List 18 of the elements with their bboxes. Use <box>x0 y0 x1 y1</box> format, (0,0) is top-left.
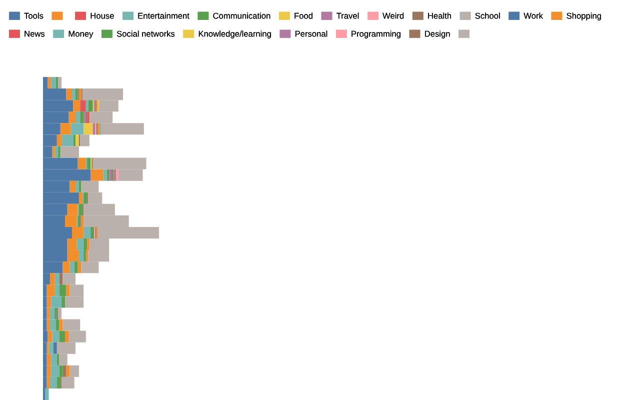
legend-label: Travel <box>336 12 359 19</box>
legend-label: Knowledge/learning <box>198 30 271 38</box>
legend-label: Design <box>425 30 450 38</box>
legend-label: Shopping <box>566 12 601 20</box>
legend-label: Social networks <box>116 30 175 37</box>
legend-label: Personal <box>295 30 328 37</box>
legend-label: Health <box>428 12 451 19</box>
legend-label: Communication <box>213 12 270 19</box>
legend-label: Tools <box>24 12 44 19</box>
legend-label: Entertainment <box>138 12 190 19</box>
legend-label: Food <box>294 12 312 19</box>
legend-label: Money <box>68 30 94 38</box>
legend-label: Programming <box>352 30 400 38</box>
legend-label: School <box>475 12 500 19</box>
legend-label: Weird <box>382 12 404 19</box>
legend-label: House <box>90 12 114 19</box>
legend-label: Work <box>524 12 543 19</box>
legend-label: News <box>24 30 45 37</box>
